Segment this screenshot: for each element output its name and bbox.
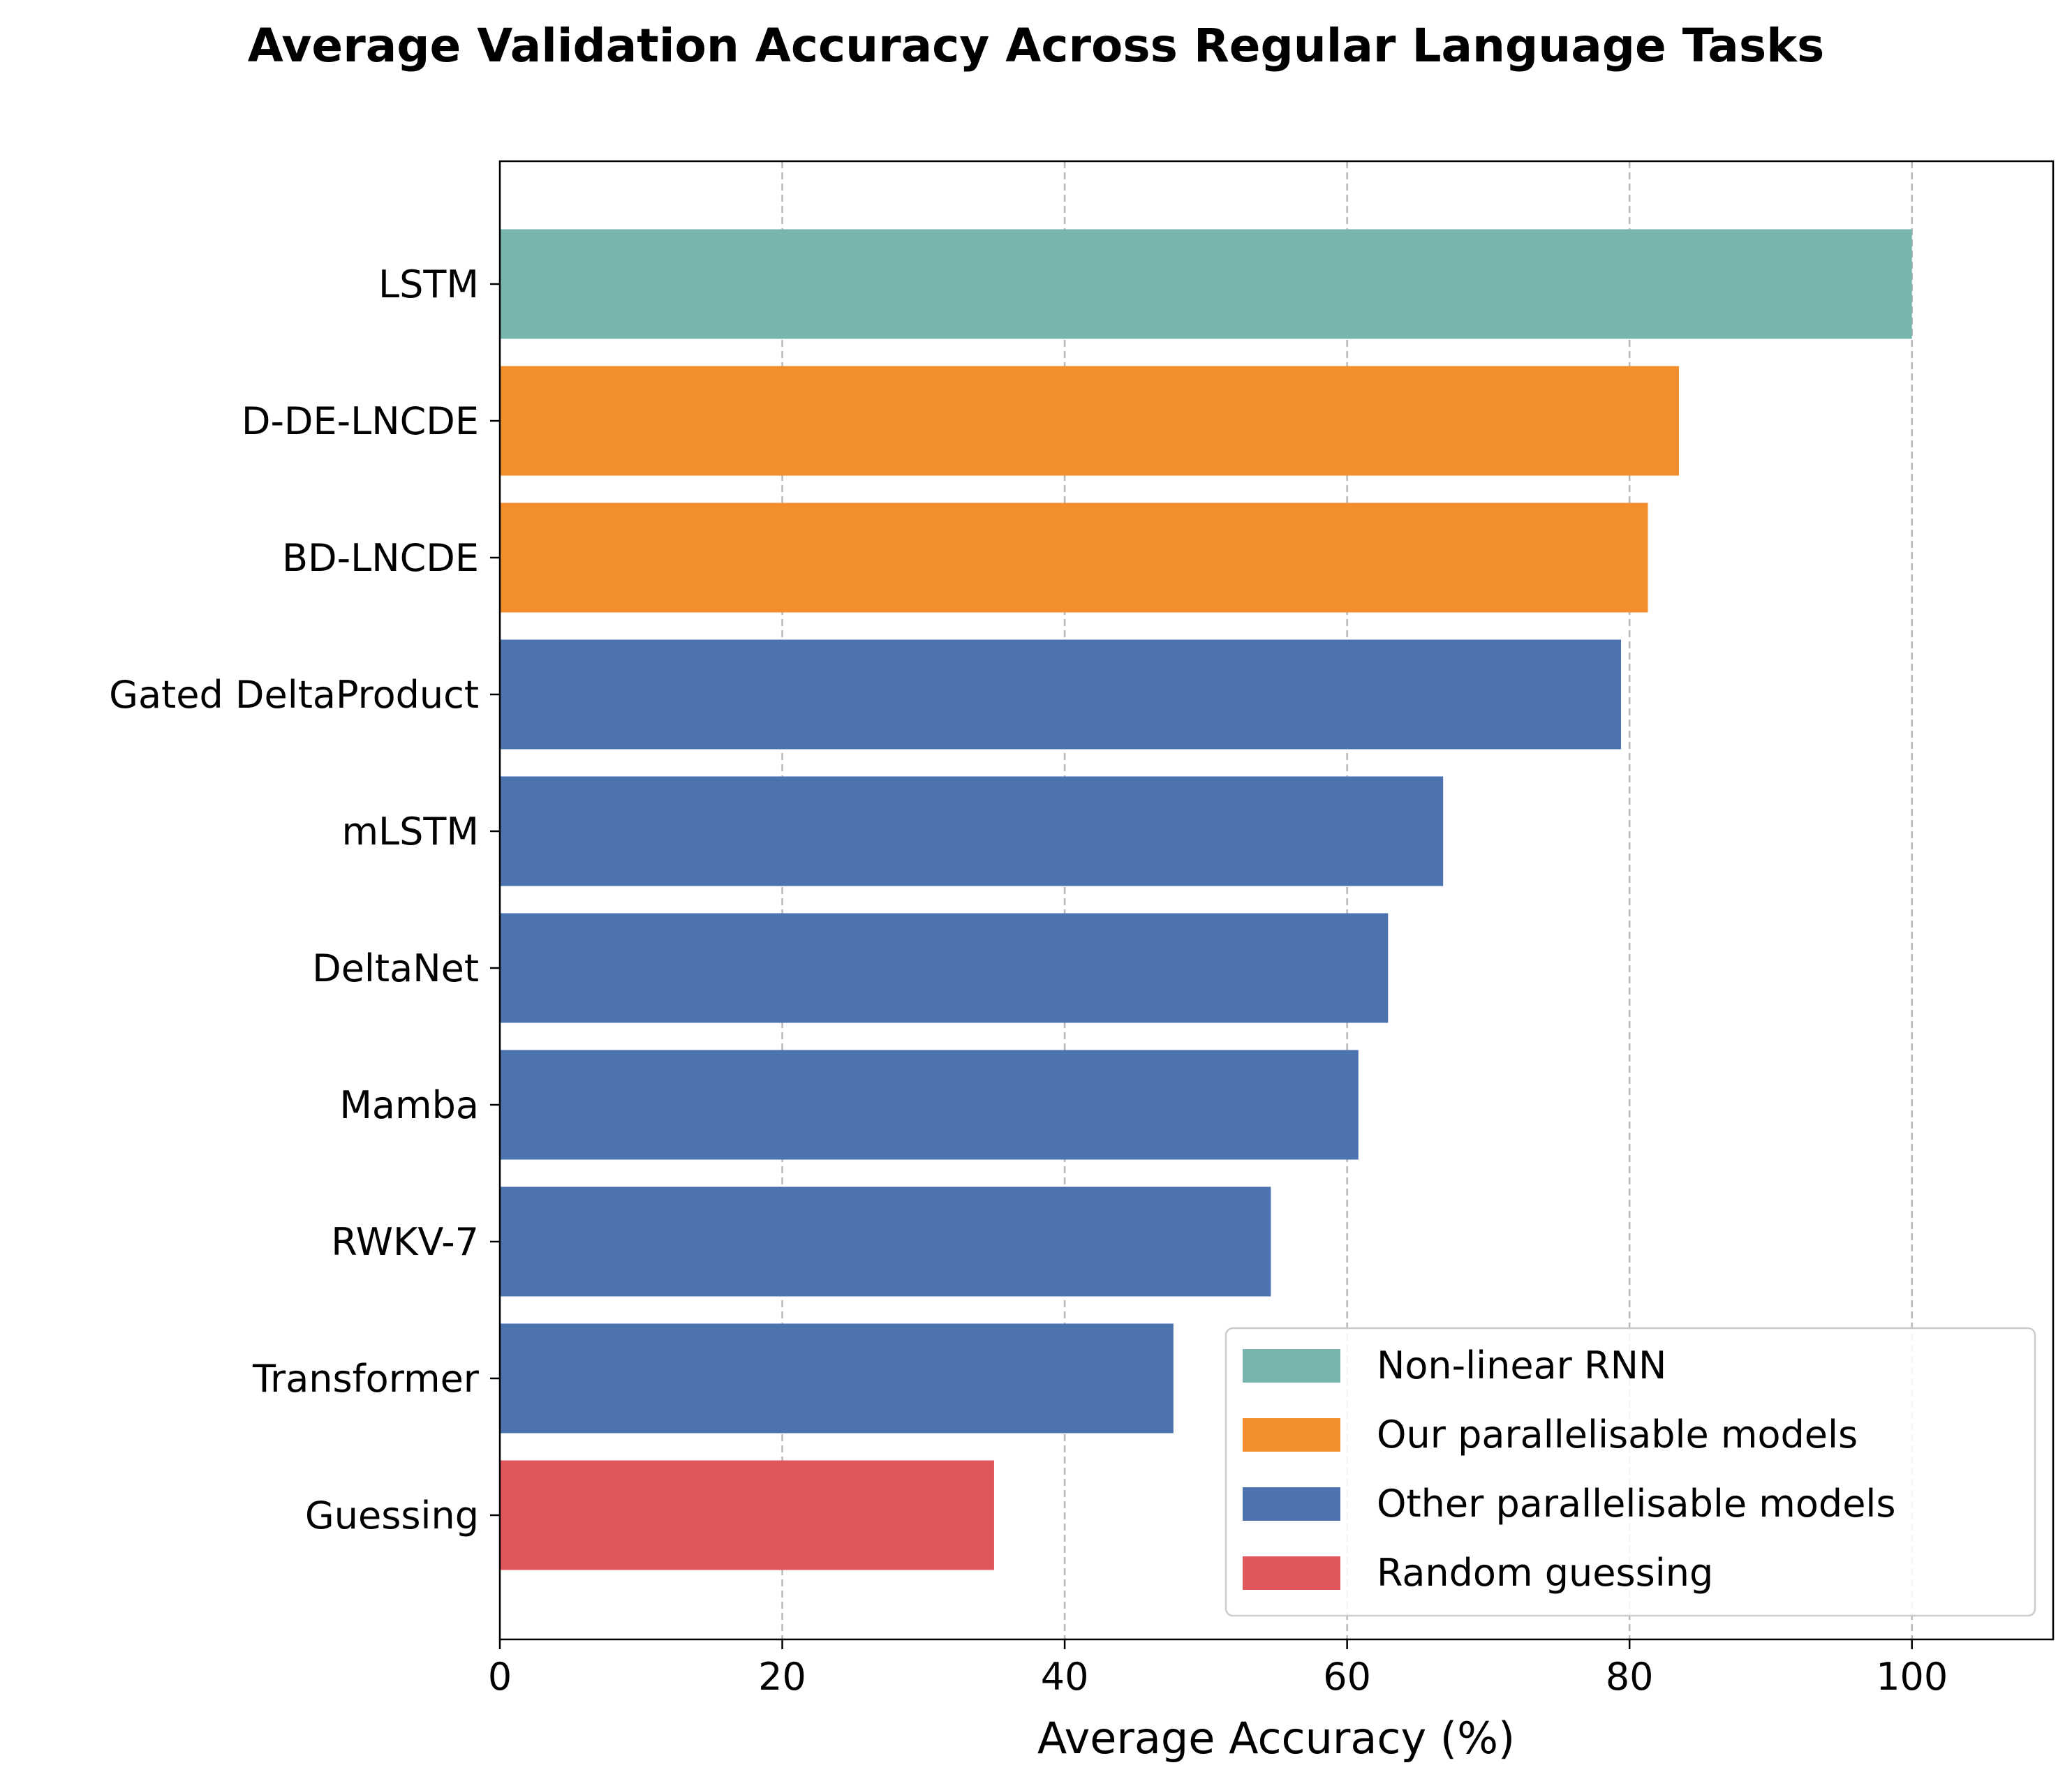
y-tick-label: mLSTM: [341, 810, 479, 854]
bar-rwkv-7: [500, 1186, 1271, 1297]
y-tick-label: LSTM: [378, 262, 479, 306]
x-tick-label: 80: [1606, 1655, 1654, 1699]
y-tick-label: Mamba: [339, 1083, 479, 1127]
axis-ticks: 0 20 40 60 80 100 LSTM D-DE-LNCDE BD-LNCDE Gated …: [109, 262, 1948, 1699]
bar-bd-lncde: [500, 503, 1648, 613]
bar-guessing: [500, 1460, 994, 1570]
x-tick-label: 40: [1041, 1655, 1089, 1699]
x-axis-label: Average Accuracy (%): [1037, 1713, 1515, 1764]
y-tick-label: D-DE-LNCDE: [242, 399, 479, 443]
y-tick-label: DeltaNet: [312, 946, 479, 990]
y-tick-label: Gated DeltaProduct: [109, 673, 479, 717]
bar-gated-deltaproduct: [500, 639, 1622, 750]
legend-swatch: [1243, 1487, 1340, 1521]
legend-swatch: [1243, 1349, 1340, 1383]
x-tick-label: 20: [758, 1655, 806, 1699]
plot-frame: [498, 160, 2055, 1641]
x-tick-label: 0: [488, 1655, 512, 1699]
legend-label: Random guessing: [1377, 1551, 1713, 1595]
bar-deltanet: [500, 913, 1389, 1023]
legend-label: Other parallelisable models: [1377, 1482, 1896, 1526]
y-tick-label: Guessing: [305, 1494, 479, 1538]
bars: [500, 229, 1912, 1570]
x-tick-label: 100: [1876, 1655, 1948, 1699]
legend-swatch: [1243, 1418, 1340, 1452]
legend: Non-linear RNN Our parallelisable models O…: [1224, 1327, 2036, 1617]
y-tick-label: BD-LNCDE: [282, 536, 479, 580]
bar-mlstm: [500, 776, 1444, 886]
bar-mamba: [500, 1050, 1359, 1160]
y-tick-label: Transformer: [252, 1357, 480, 1401]
legend-label: Non-linear RNN: [1377, 1343, 1666, 1387]
y-tick-label: RWKV-7: [331, 1220, 479, 1264]
bar-transformer: [500, 1323, 1174, 1434]
legend-label: Our parallelisable models: [1377, 1413, 1858, 1457]
bar-d-de-lncde: [500, 366, 1679, 476]
chart-title: Average Validation Accuracy Across Regul…: [248, 19, 1825, 73]
legend-frame: [1224, 1327, 2036, 1617]
x-tick-label: 60: [1323, 1655, 1371, 1699]
bar-lstm: [500, 229, 1912, 339]
legend-swatch: [1243, 1556, 1340, 1590]
